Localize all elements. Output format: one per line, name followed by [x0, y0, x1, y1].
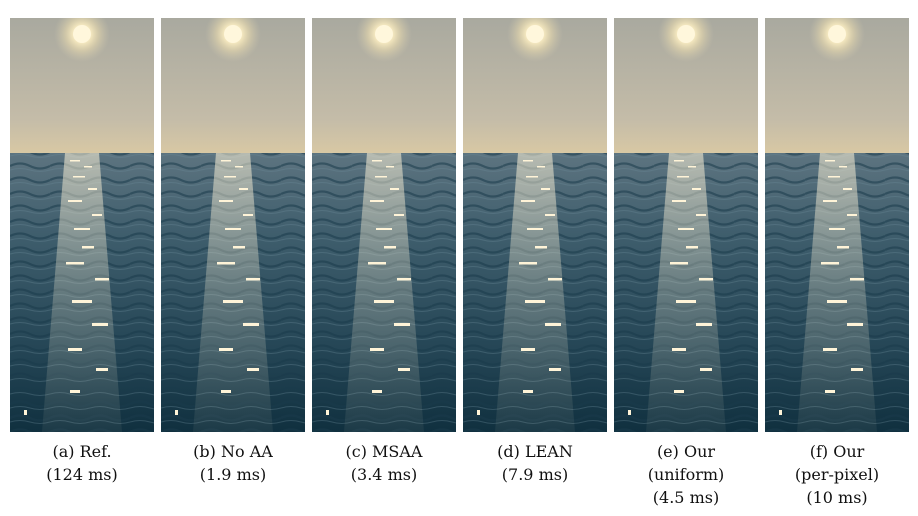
- caption-b-line-2: (1.9 ms): [199, 465, 267, 484]
- ocean-render-image-f: [765, 18, 909, 432]
- caption-a: (a) Ref. (124 ms): [7, 440, 157, 486]
- ocean-render-image-e: [614, 18, 758, 432]
- caption-f: (f) Our (per-pixel) (10 ms): [762, 440, 912, 509]
- panel-d-ocean-render: [463, 18, 607, 432]
- panel-b-ocean-render: [161, 18, 305, 432]
- caption-e: (e) Our (uniform) (4.5 ms): [611, 440, 761, 509]
- caption-b: (b) No AA (1.9 ms): [158, 440, 308, 486]
- caption-f-line-1: (f) Our: [809, 442, 865, 461]
- caption-f-line-3: (10 ms): [806, 488, 868, 507]
- caption-d-line-1: (d) LEAN: [497, 442, 573, 461]
- caption-c-line-2: (3.4 ms): [350, 465, 418, 484]
- panel-e-ocean-render: [614, 18, 758, 432]
- caption-f-line-2: (per-pixel): [794, 465, 880, 484]
- ocean-render-image-a: [10, 18, 154, 432]
- panel-a-ocean-render: [10, 18, 154, 432]
- panel-c-ocean-render: [312, 18, 456, 432]
- ocean-render-image-c: [312, 18, 456, 432]
- panel-f-ocean-render: [765, 18, 909, 432]
- caption-a-line-2: (124 ms): [46, 465, 118, 484]
- caption-a-line-1: (a) Ref.: [52, 442, 112, 461]
- caption-c-line-1: (c) MSAA: [345, 442, 423, 461]
- caption-e-line-1: (e) Our: [656, 442, 716, 461]
- caption-d-line-2: (7.9 ms): [501, 465, 569, 484]
- caption-c: (c) MSAA (3.4 ms): [309, 440, 459, 486]
- caption-b-line-1: (b) No AA: [193, 442, 273, 461]
- caption-d: (d) LEAN (7.9 ms): [460, 440, 610, 486]
- ocean-render-image-d: [463, 18, 607, 432]
- caption-e-line-2: (uniform): [647, 465, 725, 484]
- caption-e-line-3: (4.5 ms): [652, 488, 720, 507]
- ocean-render-image-b: [161, 18, 305, 432]
